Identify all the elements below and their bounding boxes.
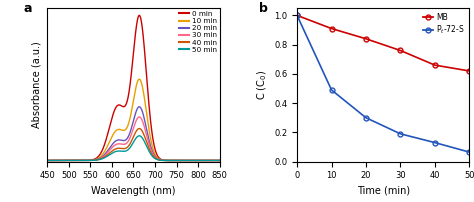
P$_{t}$-72-S: [432, 141, 438, 144]
Y-axis label: Absorbance (a.u.): Absorbance (a.u.): [32, 41, 42, 128]
0 min: [200, 159, 205, 162]
Line: MB: MB: [295, 13, 472, 73]
P$_{t}$-72-S: [363, 117, 369, 119]
30 min: [124, 142, 129, 144]
50 min: [124, 149, 129, 152]
X-axis label: Wavelength (nm): Wavelength (nm): [91, 186, 176, 196]
30 min: [212, 159, 218, 162]
50 min: [45, 159, 50, 162]
0 min: [128, 74, 134, 77]
X-axis label: Time (min): Time (min): [356, 186, 410, 196]
0 min: [137, 14, 142, 17]
Legend: 0 min, 10 min, 20 min, 30 min, 40 min, 50 min: 0 min, 10 min, 20 min, 30 min, 40 min, 5…: [179, 10, 218, 54]
40 min: [199, 159, 204, 162]
50 min: [54, 159, 59, 162]
30 min: [54, 159, 59, 162]
10 min: [212, 159, 218, 162]
40 min: [212, 159, 218, 162]
Y-axis label: C (C$_0$): C (C$_0$): [255, 70, 269, 100]
MB: [398, 49, 403, 52]
10 min: [54, 159, 59, 162]
Line: 0 min: 0 min: [47, 15, 219, 160]
40 min: [137, 127, 142, 130]
20 min: [124, 138, 129, 140]
20 min: [45, 159, 50, 162]
40 min: [54, 159, 59, 162]
50 min: [198, 159, 204, 162]
MB: [363, 38, 369, 40]
P$_{t}$-72-S: [294, 14, 300, 17]
20 min: [212, 159, 218, 162]
40 min: [212, 159, 218, 162]
40 min: [45, 159, 50, 162]
0 min: [45, 159, 50, 162]
10 min: [124, 127, 129, 129]
20 min: [199, 159, 204, 162]
0 min: [212, 159, 218, 162]
30 min: [212, 159, 218, 162]
10 min: [212, 159, 218, 162]
50 min: [212, 159, 218, 162]
Line: 10 min: 10 min: [47, 79, 219, 160]
40 min: [128, 141, 134, 143]
50 min: [217, 159, 222, 162]
30 min: [180, 159, 186, 162]
30 min: [137, 116, 142, 118]
20 min: [54, 159, 59, 162]
Text: b: b: [259, 2, 268, 15]
0 min: [180, 159, 186, 162]
10 min: [45, 159, 50, 162]
0 min: [217, 159, 222, 162]
50 min: [128, 145, 134, 147]
40 min: [124, 147, 129, 149]
0 min: [54, 159, 59, 162]
Line: 20 min: 20 min: [47, 107, 219, 160]
P$_{t}$-72-S: [328, 89, 334, 91]
50 min: [137, 135, 142, 137]
MB: [432, 64, 438, 66]
10 min: [217, 159, 222, 162]
40 min: [217, 159, 222, 162]
10 min: [199, 159, 205, 162]
Line: 30 min: 30 min: [47, 117, 219, 160]
30 min: [128, 134, 134, 136]
20 min: [180, 159, 186, 162]
30 min: [199, 159, 204, 162]
50 min: [180, 159, 186, 162]
Line: P$_{t}$-72-S: P$_{t}$-72-S: [295, 13, 472, 155]
MB: [466, 70, 472, 72]
P$_{t}$-72-S: [466, 151, 472, 153]
30 min: [217, 159, 222, 162]
20 min: [212, 159, 218, 162]
20 min: [217, 159, 222, 162]
10 min: [128, 112, 134, 114]
Text: a: a: [23, 2, 32, 15]
P$_{t}$-72-S: [398, 133, 403, 135]
20 min: [137, 106, 142, 108]
0 min: [212, 159, 218, 162]
10 min: [180, 159, 186, 162]
Line: 40 min: 40 min: [47, 128, 219, 160]
MB: [294, 14, 300, 17]
40 min: [180, 159, 186, 162]
Line: 50 min: 50 min: [47, 136, 219, 160]
0 min: [124, 102, 129, 104]
Legend: MB, P$_{t}$-72-S: MB, P$_{t}$-72-S: [421, 11, 466, 38]
10 min: [137, 78, 142, 80]
MB: [328, 27, 334, 30]
20 min: [128, 128, 134, 130]
30 min: [45, 159, 50, 162]
50 min: [212, 159, 218, 162]
